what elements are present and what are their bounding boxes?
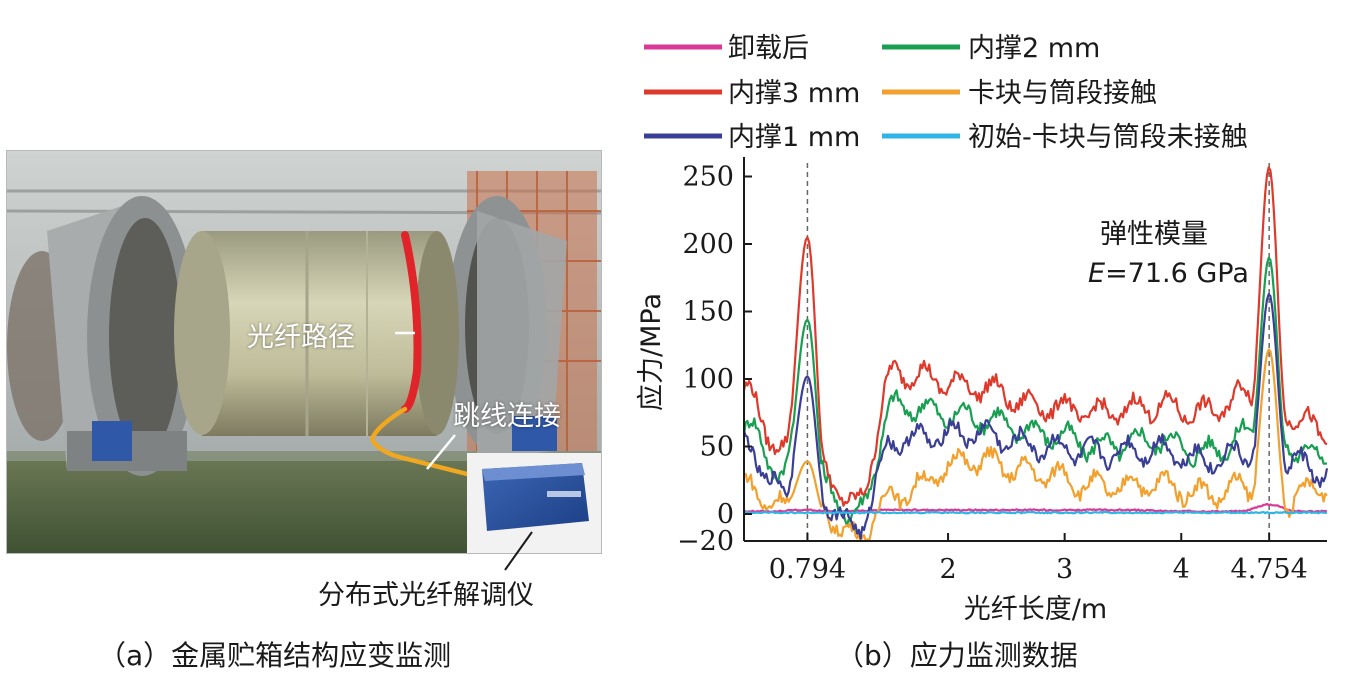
x-axis-title: 光纤长度/m (964, 594, 1107, 625)
y-tick-label: 100 (682, 364, 734, 395)
annotation-line2: E=71.6 GPa (1088, 258, 1249, 289)
left-ring-fixture (47, 196, 197, 476)
annotation-italic: E (1088, 258, 1105, 289)
cylindrical-tank (174, 231, 459, 436)
x-tick-label: 3 (1056, 554, 1073, 585)
legend-label-4: 内撑1 mm (728, 122, 860, 153)
y-axis-title: 应力/MPa (636, 293, 667, 411)
demodulator-leader-svg (504, 531, 533, 571)
x-tick-label: 4.754 (1231, 554, 1308, 585)
axes: −200 50 100 150 200 250 0.794 2 3 4 4.754 (677, 157, 1327, 585)
jumper-leader (426, 434, 456, 470)
tank-photo: 光纤路径 跳线连接 (6, 150, 602, 554)
y-tick-label: 0 (717, 499, 734, 530)
demodulator-leader (504, 531, 533, 571)
plot-area (742, 163, 1329, 543)
legend-label-1: 内撑2 mm (968, 33, 1100, 64)
demodulator-inset (467, 453, 601, 553)
y-tick-label: 200 (682, 229, 734, 260)
series-line-5 (743, 510, 1328, 515)
demodulator-label: 分布式光纤解调仪 (318, 580, 534, 611)
caption-a: （a）金属贮箱结构应变监测 (98, 639, 452, 672)
x-tick-label: 0.794 (769, 554, 846, 585)
tank-photo-illustration (7, 151, 601, 553)
series-line-4 (742, 293, 1329, 540)
y-tick-label: 150 (682, 297, 734, 328)
series-line-3 (743, 348, 1328, 543)
y-tick-label: −20 (677, 526, 734, 557)
fiber-path-label: 光纤路径 (247, 322, 355, 353)
annotation-rest: =71.6 GPa (1105, 258, 1249, 289)
legend-label-2: 内撑3 mm (728, 78, 860, 109)
x-tick-label: 2 (939, 554, 956, 585)
annotation-line1: 弹性模量 (1100, 219, 1208, 250)
jumper-label: 跳线连接 (453, 401, 561, 432)
legend-label-5: 初始-卡块与筒段未接触 (968, 122, 1248, 153)
caption-b: （b）应力监测数据 (836, 639, 1078, 672)
y-tick-label: 50 (700, 432, 734, 463)
x-tick-label: 4 (1173, 554, 1190, 585)
legend-label-3: 卡块与筒段接触 (968, 78, 1157, 109)
right-ring-fixture (447, 196, 567, 461)
series-line-2 (742, 166, 1328, 507)
jumper-cable-line (369, 406, 498, 484)
y-tick-label: 250 (682, 162, 734, 193)
fiber-path-line (401, 231, 422, 413)
series-line-0 (743, 502, 1328, 514)
legend-label-0: 卸载后 (728, 33, 809, 64)
